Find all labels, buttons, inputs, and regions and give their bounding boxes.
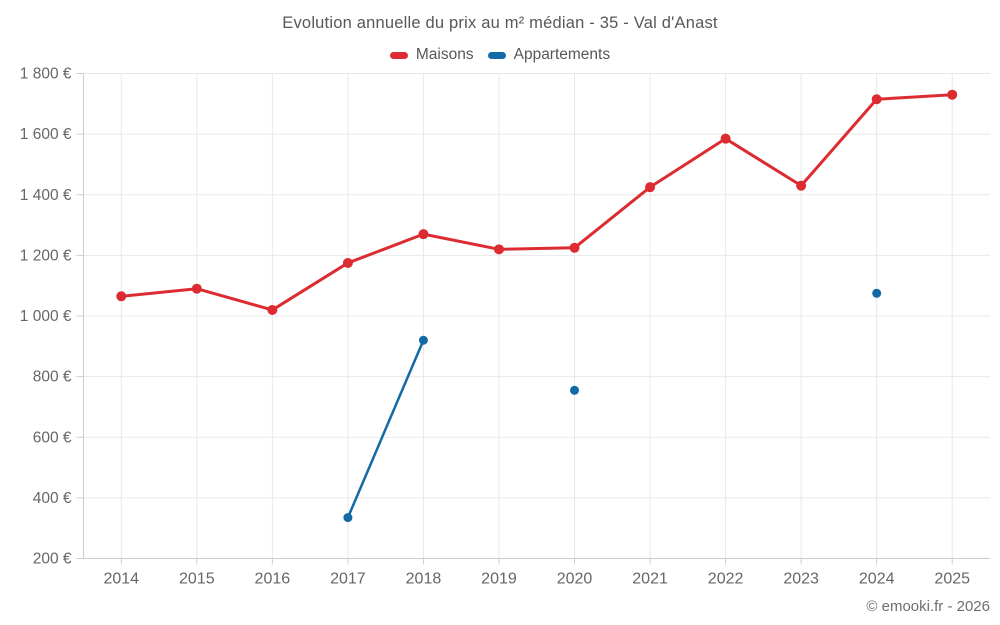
data-point-maisons[interactable]	[947, 89, 958, 100]
series-line-maisons	[119, 93, 954, 312]
data-point-maisons[interactable]	[342, 257, 353, 268]
legend-item-maisons[interactable]: Maisons	[389, 46, 474, 64]
data-point-maisons[interactable]	[418, 229, 429, 240]
series-line-appartements	[346, 339, 425, 519]
y-axis-label: 200 €	[33, 551, 72, 568]
legend-item-appartements[interactable]: Appartements	[487, 46, 611, 64]
footer-credit: © emooki.fr - 2026	[866, 598, 990, 615]
y-axis-label: 1 600 €	[20, 126, 72, 143]
data-point-maisons[interactable]	[116, 291, 127, 302]
data-point-appartements[interactable]	[343, 513, 353, 523]
x-axis-label: 2016	[255, 571, 291, 588]
appartements-swatch-icon	[487, 51, 506, 59]
data-point-appartements[interactable]	[570, 385, 580, 395]
y-axis-label: 1 400 €	[20, 187, 72, 204]
legend-label-appartements: Appartements	[513, 46, 611, 63]
data-point-maisons[interactable]	[645, 182, 656, 193]
x-axis-label: 2014	[103, 571, 139, 588]
data-point-maisons[interactable]	[267, 304, 278, 315]
x-axis-label: 2021	[632, 571, 668, 588]
x-axis-label: 2025	[934, 571, 970, 588]
data-point-maisons[interactable]	[493, 244, 504, 255]
y-axis-label: 600 €	[33, 429, 72, 446]
y-axis-label: 1 800 €	[20, 66, 72, 83]
x-axis-label: 2017	[330, 571, 366, 588]
y-axis-label: 1 000 €	[20, 308, 72, 325]
data-point-maisons[interactable]	[191, 283, 202, 294]
x-axis-label: 2015	[179, 571, 215, 588]
data-point-maisons[interactable]	[569, 242, 580, 253]
x-axis-label: 2019	[481, 571, 517, 588]
y-axis-label: 400 €	[33, 490, 72, 507]
x-axis-label: 2022	[708, 571, 744, 588]
x-axis-label: 2020	[557, 571, 593, 588]
x-axis-label: 2018	[406, 571, 442, 588]
x-axis-label: 2023	[783, 571, 819, 588]
maisons-swatch-icon	[389, 51, 408, 59]
chart-title: Evolution annuelle du prix au m² médian …	[282, 14, 718, 32]
y-axis-label: 1 200 €	[20, 247, 72, 264]
data-point-appartements[interactable]	[418, 335, 428, 345]
data-point-maisons[interactable]	[796, 180, 807, 191]
y-axis-label: 800 €	[33, 369, 72, 386]
data-point-appartements[interactable]	[872, 288, 882, 298]
legend-label-maisons: Maisons	[415, 46, 474, 63]
data-point-maisons[interactable]	[720, 133, 731, 144]
x-axis-label: 2024	[859, 571, 895, 588]
data-point-maisons[interactable]	[871, 94, 882, 105]
chart-legend: Maisons Appartements	[0, 46, 1000, 64]
